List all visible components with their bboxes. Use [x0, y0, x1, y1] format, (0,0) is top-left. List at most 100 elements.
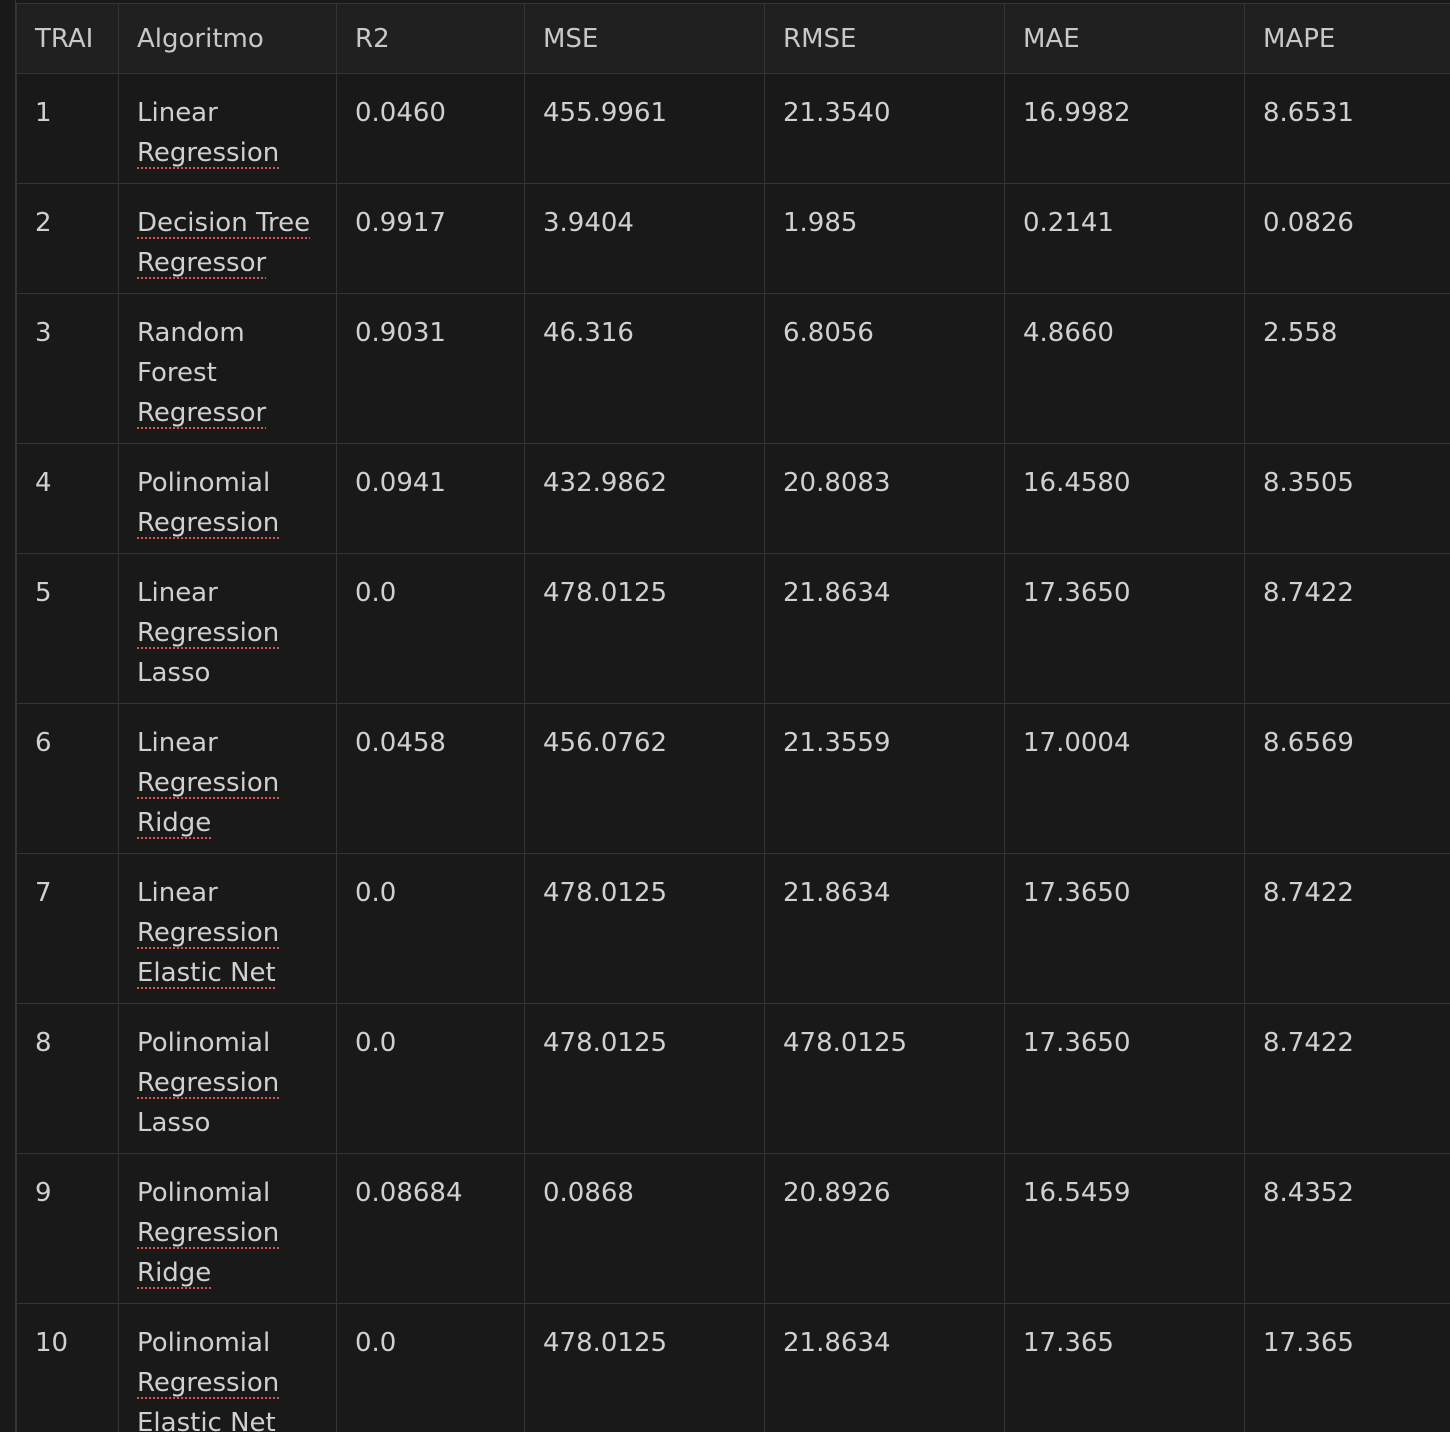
header-mse[interactable]: MSE [524, 3, 765, 74]
cell-algoritmo[interactable]: Polinomial Regression Elastic Net [118, 1303, 337, 1432]
cell-mape[interactable]: 17.365 [1244, 1303, 1450, 1432]
header-trai[interactable]: TRAI [16, 3, 119, 74]
cell-mae[interactable]: 4.8660 [1004, 293, 1245, 444]
cell-trai[interactable]: 1 [16, 73, 119, 184]
cell-mape[interactable]: 2.558 [1244, 293, 1450, 444]
cell-mse[interactable]: 456.0762 [524, 703, 765, 854]
cell-r2[interactable]: 0.9031 [336, 293, 525, 444]
cell-mape[interactable]: 8.7422 [1244, 853, 1450, 1004]
cell-trai[interactable]: 10 [16, 1303, 119, 1432]
cell-mape[interactable]: 8.4352 [1244, 1153, 1450, 1304]
cell-mse[interactable]: 432.9862 [524, 443, 765, 554]
algoritmo-line: Lasso [137, 1108, 211, 1138]
cell-mse[interactable]: 46.316 [524, 293, 765, 444]
cell-mse[interactable]: 3.9404 [524, 183, 765, 294]
table-row: 2 Decision Tree Regressor 0.9917 3.9404 1.985… [16, 183, 1450, 294]
cell-rmse[interactable]: 6.8056 [764, 293, 1005, 444]
cell-mape[interactable]: 0.0826 [1244, 183, 1450, 294]
cell-mape[interactable]: 8.3505 [1244, 443, 1450, 554]
cell-trai[interactable]: 5 [16, 553, 119, 704]
algoritmo-line: Linear [137, 728, 218, 758]
cell-trai[interactable]: 8 [16, 1003, 119, 1154]
algoritmo-line: Linear [137, 578, 218, 608]
algoritmo-line: Ridge [137, 1258, 212, 1288]
cell-algoritmo[interactable]: Decision Tree Regressor [118, 183, 337, 294]
cell-r2[interactable]: 0.0 [336, 1303, 525, 1432]
table-row: 5 Linear Regression Lasso 0.0 478.0125 21.8634… [16, 553, 1450, 704]
cell-mse[interactable]: 478.0125 [524, 553, 765, 704]
header-mae[interactable]: MAE [1004, 3, 1245, 74]
cell-rmse[interactable]: 20.8926 [764, 1153, 1005, 1304]
algoritmo-line: Elastic Net [137, 1408, 276, 1432]
algoritmo-line: Regression [137, 138, 280, 168]
algoritmo-line: Regression [137, 768, 280, 798]
cell-r2[interactable]: 0.0460 [336, 73, 525, 184]
cell-rmse[interactable]: 21.8634 [764, 853, 1005, 1004]
cell-r2[interactable]: 0.08684 [336, 1153, 525, 1304]
algoritmo-line: Regression [137, 918, 280, 948]
table-row: 4 Polinomial Regression 0.0941 432.9862 20.80… [16, 443, 1450, 554]
cell-trai[interactable]: 4 [16, 443, 119, 554]
cell-rmse[interactable]: 1.985 [764, 183, 1005, 294]
cell-rmse[interactable]: 21.3559 [764, 703, 1005, 854]
table-body: 1 Linear Regression 0.0460 455.9961 21.3540 16… [16, 73, 1450, 1432]
cell-mse[interactable]: 478.0125 [524, 1303, 765, 1432]
algoritmo-line: Polinomial [137, 1328, 271, 1358]
cell-r2[interactable]: 0.0 [336, 853, 525, 1004]
cell-mape[interactable]: 8.7422 [1244, 553, 1450, 704]
algoritmo-line: Forest [137, 358, 217, 388]
cell-r2[interactable]: 0.0941 [336, 443, 525, 554]
cell-r2[interactable]: 0.0 [336, 553, 525, 704]
cell-mape[interactable]: 8.6531 [1244, 73, 1450, 184]
cell-mae[interactable]: 17.3650 [1004, 1003, 1245, 1154]
metrics-table: TRAI Algoritmo R2 MSE RMSE MAE MAPE 1 Lin… [16, 3, 1450, 1432]
cell-mse[interactable]: 478.0125 [524, 853, 765, 1004]
cell-algoritmo[interactable]: Polinomial Regression Ridge [118, 1153, 337, 1304]
header-algoritmo[interactable]: Algoritmo [118, 3, 337, 74]
cell-trai[interactable]: 7 [16, 853, 119, 1004]
left-border [15, 0, 16, 1432]
header-mape[interactable]: MAPE [1244, 3, 1450, 74]
cell-mae[interactable]: 17.0004 [1004, 703, 1245, 854]
cell-mape[interactable]: 8.7422 [1244, 1003, 1450, 1154]
cell-r2[interactable]: 0.0 [336, 1003, 525, 1154]
cell-rmse[interactable]: 21.3540 [764, 73, 1005, 184]
cell-rmse[interactable]: 478.0125 [764, 1003, 1005, 1154]
cell-mae[interactable]: 16.4580 [1004, 443, 1245, 554]
cell-r2[interactable]: 0.0458 [336, 703, 525, 854]
cell-algoritmo[interactable]: Polinomial Regression Lasso [118, 1003, 337, 1154]
header-rmse[interactable]: RMSE [764, 3, 1005, 74]
cell-mae[interactable]: 17.3650 [1004, 553, 1245, 704]
cell-algoritmo[interactable]: Polinomial Regression [118, 443, 337, 554]
cell-algoritmo[interactable]: Linear Regression Lasso [118, 553, 337, 704]
algoritmo-line: Ridge [137, 808, 212, 838]
algoritmo-line: Elastic Net [137, 958, 276, 988]
cell-mae[interactable]: 16.5459 [1004, 1153, 1245, 1304]
algoritmo-line: Polinomial [137, 1028, 271, 1058]
cell-mae[interactable]: 17.3650 [1004, 853, 1245, 1004]
cell-trai[interactable]: 2 [16, 183, 119, 294]
cell-mae[interactable]: 16.9982 [1004, 73, 1245, 184]
cell-mae[interactable]: 0.2141 [1004, 183, 1245, 294]
table-row: 1 Linear Regression 0.0460 455.9961 21.3540 16… [16, 73, 1450, 184]
cell-trai[interactable]: 9 [16, 1153, 119, 1304]
cell-algoritmo[interactable]: Linear Regression [118, 73, 337, 184]
cell-mse[interactable]: 478.0125 [524, 1003, 765, 1154]
cell-algoritmo[interactable]: Random Forest Regressor [118, 293, 337, 444]
cell-rmse[interactable]: 21.8634 [764, 1303, 1005, 1432]
algoritmo-line: Regression [137, 1068, 280, 1098]
cell-rmse[interactable]: 20.8083 [764, 443, 1005, 554]
algoritmo-line: Polinomial [137, 468, 271, 498]
cell-r2[interactable]: 0.9917 [336, 183, 525, 294]
cell-algoritmo[interactable]: Linear Regression Ridge [118, 703, 337, 854]
cell-trai[interactable]: 3 [16, 293, 119, 444]
cell-mae[interactable]: 17.365 [1004, 1303, 1245, 1432]
cell-rmse[interactable]: 21.8634 [764, 553, 1005, 704]
cell-algoritmo[interactable]: Linear Regression Elastic Net [118, 853, 337, 1004]
cell-mse[interactable]: 455.9961 [524, 73, 765, 184]
header-r2[interactable]: R2 [336, 3, 525, 74]
cell-trai[interactable]: 6 [16, 703, 119, 854]
table-row: 6 Linear Regression Ridge 0.0458 456.0762 21.3… [16, 703, 1450, 854]
cell-mape[interactable]: 8.6569 [1244, 703, 1450, 854]
cell-mse[interactable]: 0.0868 [524, 1153, 765, 1304]
